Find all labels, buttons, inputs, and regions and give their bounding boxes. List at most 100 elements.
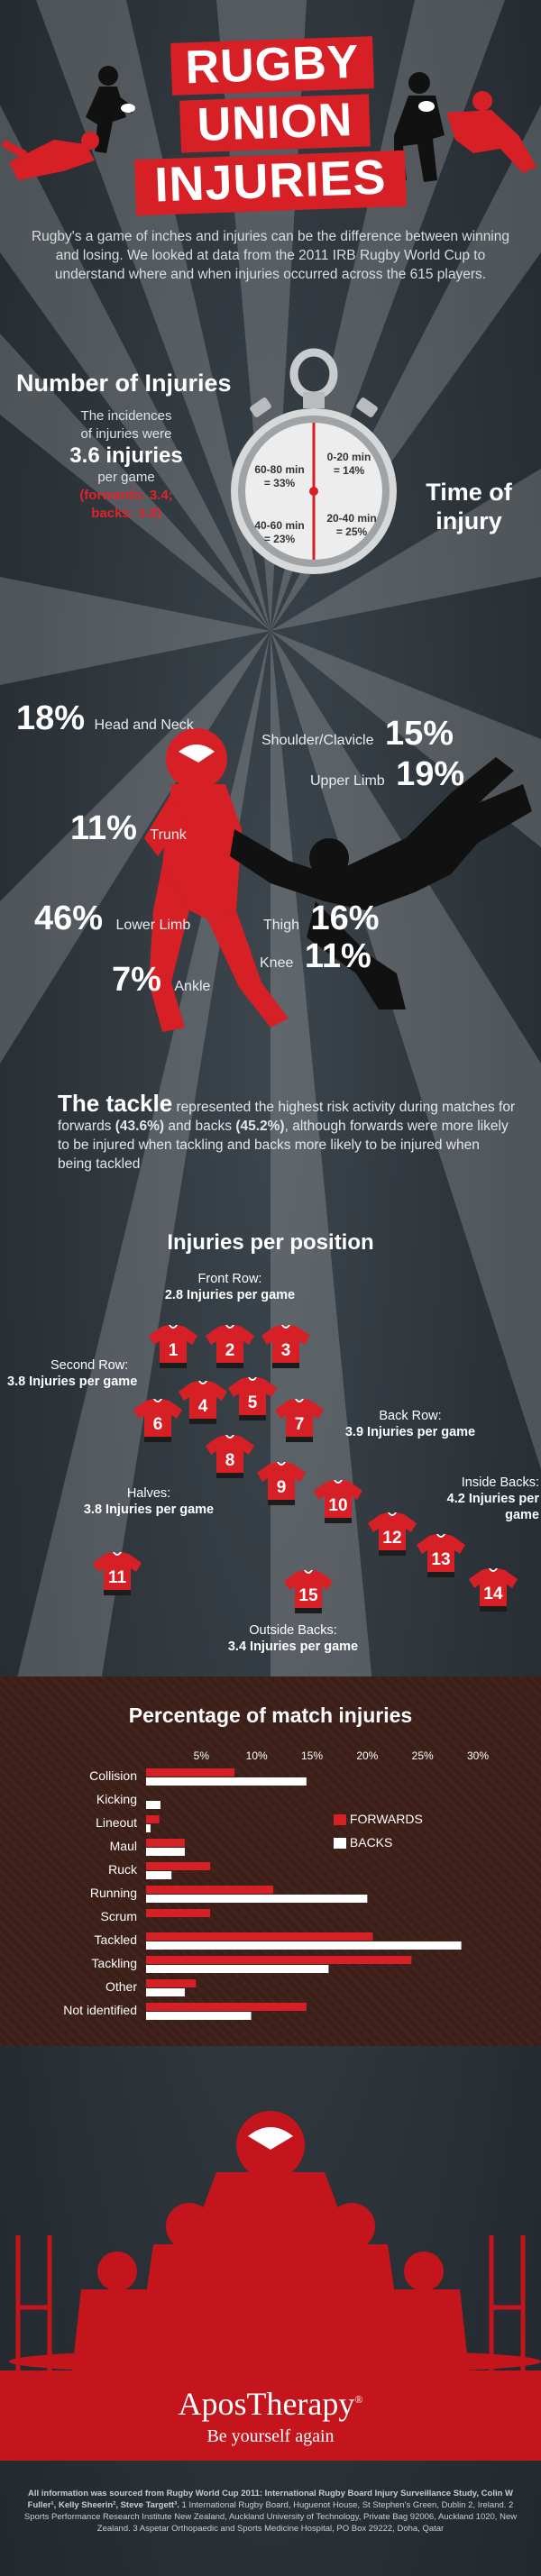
category-label: Scrum [101,1909,137,1923]
group-rate: 3.4 Injuries per game [227,1640,359,1654]
num-line-3: per game [97,470,155,485]
time-of-injury-heading: Time of injury [415,478,523,535]
jersey-number: 9 [277,1478,287,1497]
num-line-2: of injuries were [80,426,172,442]
group-name: Outside Backs: [249,1623,337,1638]
bar-backs [146,1988,185,1996]
legend-forwards-swatch [334,1814,346,1826]
region-upper-limb: Upper Limb 19% [310,755,464,794]
group-name: Second Row: [50,1358,129,1373]
brand-band [0,2370,541,2461]
bar-backs [146,1941,462,1950]
group-rate: 2.8 Injuries per game [164,1288,296,1302]
jersey-14: 14 [469,1568,518,1612]
jersey-number: 7 [295,1415,305,1434]
category-label: Running [90,1886,137,1900]
title-line-2: UNION [179,94,371,153]
group-name: Back Row: [379,1409,442,1423]
region-ankle: 7% Ankle [112,961,210,1000]
region-knee: Knee 11% [260,937,371,976]
jersey-number: 6 [153,1415,163,1434]
x-tick-label: 30% [467,1749,489,1762]
tackle-text-2: and backs [164,1119,236,1134]
region-label: Lower Limb [115,918,191,933]
seg-range: 40-60 min [254,519,305,532]
group-inside-backs: Inside Backs: 4.2 Injuries per game [413,1475,539,1523]
team-silhouette-illustration [9,2111,541,2372]
number-of-injuries-text: The incidences of injuries were 3.6 inju… [36,407,216,523]
title-line-3: INJURIES [134,151,407,216]
jersey-15: 15 [284,1570,333,1613]
region-pct: 15% [384,715,454,753]
tackle-text-3: , although forwards were more likely to … [58,1119,509,1172]
num-line-1: The incidences [80,408,172,424]
category-label: Tackling [91,1956,137,1970]
jersey-11: 11 [93,1552,142,1595]
num-forwards: (forwards: 3.4; [79,488,173,503]
tackle-paragraph: The tackle represented the highest risk … [58,1092,518,1174]
jersey-12: 12 [368,1512,417,1556]
bar-backs [146,1801,160,1809]
jersey-4: 4 [179,1381,227,1424]
region-pct: 16% [310,900,380,937]
bar-forwards [146,1909,211,1917]
tackle-lead: The tackle [58,1090,173,1117]
time-segment-40-60: 40-60 min = 23% [248,519,311,546]
group-rate: 3.8 Injuries per game [7,1375,138,1389]
stopwatch-illustration [231,348,397,574]
header-runner-left-illustration [2,66,135,180]
region-head-neck: 18% Head and Neck [16,699,194,738]
group-name: Front Row: [197,1272,262,1286]
bar-forwards [146,2003,307,2011]
seg-range: 0-20 min [326,451,371,463]
region-label: Trunk [150,827,187,843]
time-heading-1: Time of [426,479,512,506]
jersey-number: 11 [108,1568,127,1587]
jersey-5: 5 [228,1377,277,1420]
positions-heading: Injuries per position [167,1230,374,1255]
jersey-7: 7 [275,1399,324,1442]
group-rate: 3.8 Injuries per game [83,1503,215,1517]
x-tick-label: 5% [194,1749,210,1762]
title-line-1: RUGBY [170,36,374,96]
sources-bold: All information was sourced from Rugby W… [27,2489,514,2510]
chart-section [0,1676,541,2046]
jersey-number: 14 [483,1585,503,1603]
seg-pct: = 23% [263,533,296,545]
sources-rest: 1 International Rugby Board, Huguenot Ho… [23,2500,518,2534]
region-pct: 11% [70,809,137,847]
bar-backs [146,1824,151,1832]
bar-forwards [146,1839,185,1847]
region-label: Ankle [174,979,211,994]
time-segment-0-20: 0-20 min = 14% [317,451,381,478]
region-thigh: Thigh 16% [263,900,380,938]
bar-forwards [146,1932,373,1941]
tackle-players-illustration [144,728,532,1032]
num-value: 3.6 injuries [69,443,183,468]
jersey-3: 3 [261,1325,310,1368]
category-label: Kicking [96,1792,137,1806]
group-name: Inside Backs: [461,1475,539,1490]
jersey-number: 2 [225,1341,235,1360]
category-label: Other [105,1979,137,1994]
category-label: Not identified [63,2003,137,2017]
region-pct: 11% [304,937,371,975]
seg-range: 60-80 min [254,463,305,476]
x-tick-label: 20% [356,1749,378,1762]
bar-backs [146,1848,185,1856]
bar-backs [146,1965,329,1973]
category-label: Collision [89,1768,137,1783]
bar-backs [146,2012,252,2020]
region-label: Upper Limb [310,773,385,789]
group-halves: Halves: 3.8 Injuries per game [45,1485,252,1518]
bar-forwards [146,1862,211,1870]
jersey-number: 13 [431,1550,450,1569]
bar-forwards [146,1956,412,1964]
x-tick-label: 15% [301,1749,323,1762]
region-pct: 7% [112,961,161,999]
jersey-9: 9 [257,1462,306,1505]
seg-pct: = 25% [335,525,368,538]
bar-backs [146,1777,307,1786]
group-name: Halves: [126,1486,171,1501]
